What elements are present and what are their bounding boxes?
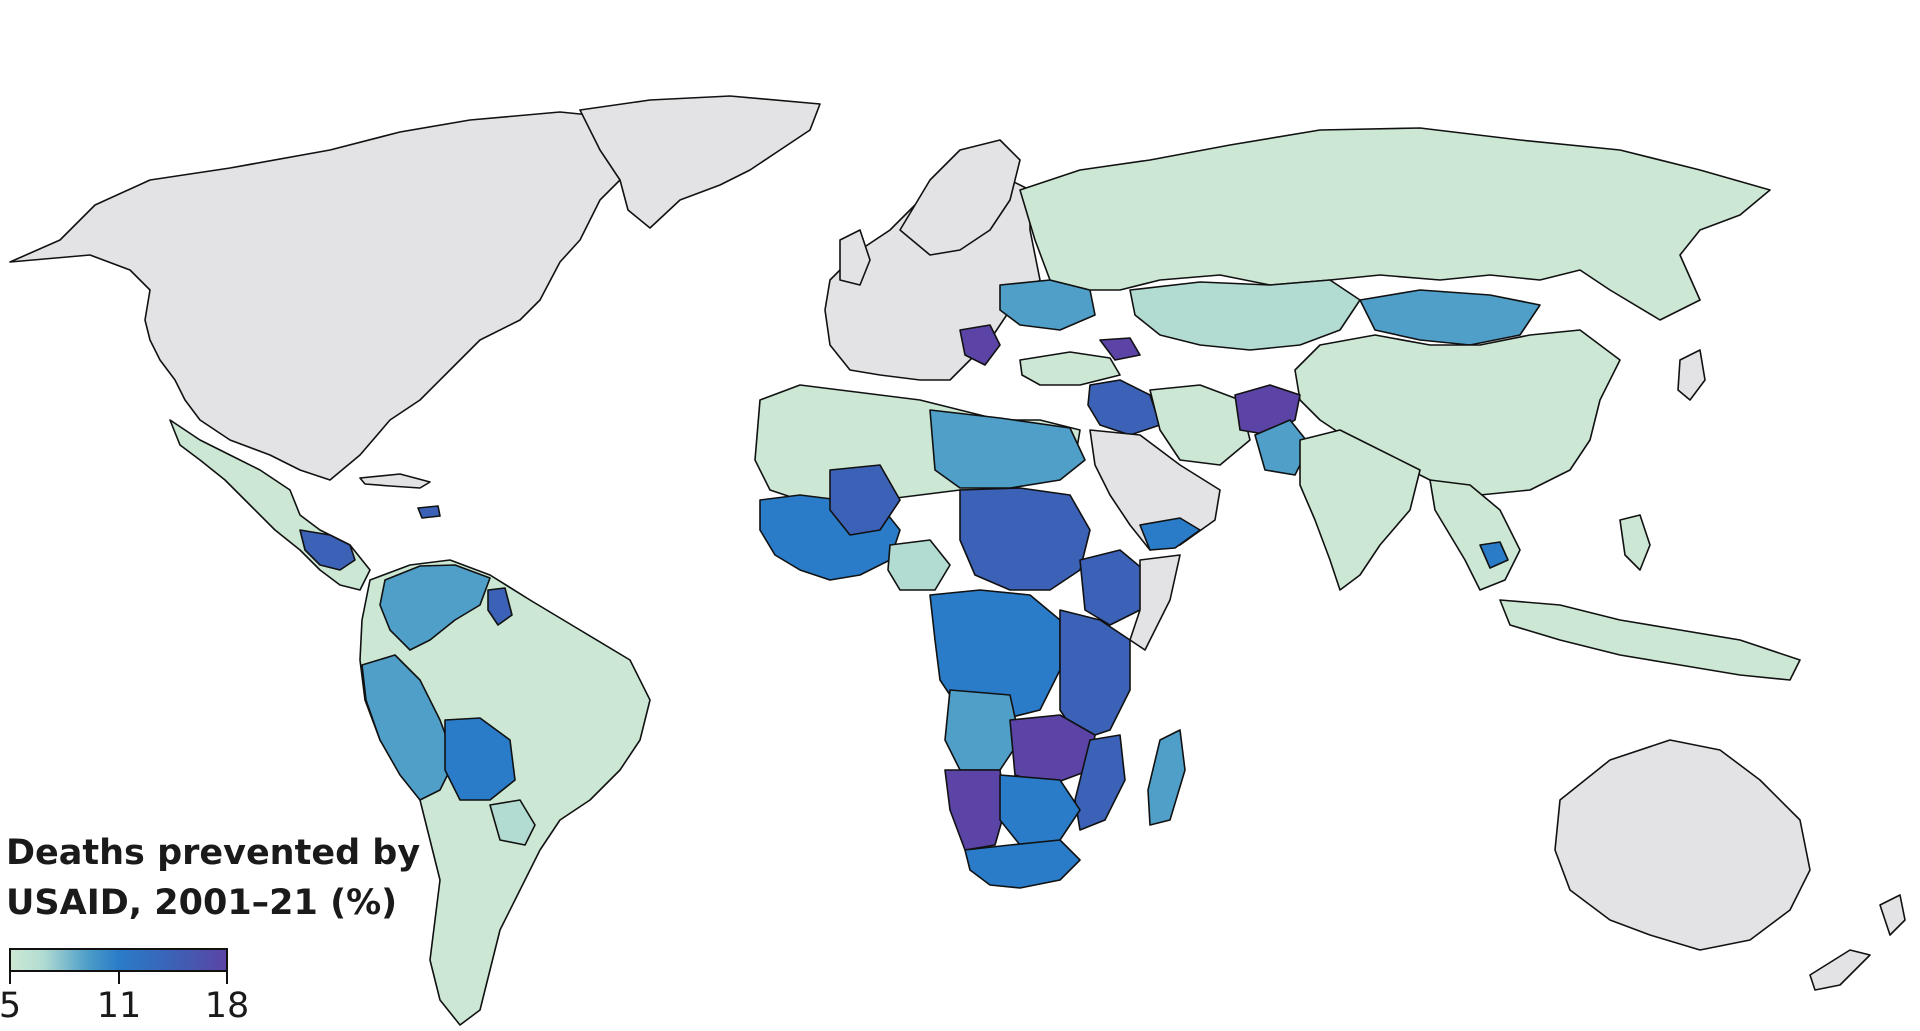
region-australia [1554, 739, 1811, 951]
region-libya-egypt [929, 409, 1086, 489]
region-indonesia [1499, 599, 1801, 681]
region-guyana [487, 587, 513, 626]
region-iran [1149, 384, 1251, 466]
map-legend: Deaths prevented by USAID, 2001–21 (%) 5… [0, 828, 420, 1031]
region-new-zealand-south [1809, 949, 1871, 991]
region-nigeria [887, 539, 951, 591]
region-scandinavia [899, 139, 1021, 256]
region-china [1294, 329, 1621, 496]
region-bolivia [444, 717, 516, 801]
legend-label-min: 5 [0, 986, 22, 1026]
region-turkey [1019, 351, 1121, 386]
region-mali [829, 464, 901, 536]
legend-tick-max [226, 970, 228, 984]
region-india [1299, 429, 1421, 591]
legend-color-scale [9, 948, 228, 972]
legend-label-max: 18 [204, 986, 250, 1026]
region-kazakhstan [1129, 279, 1361, 351]
region-north-america [9, 111, 641, 481]
region-japan [1677, 349, 1706, 401]
region-cuba [359, 473, 431, 489]
region-paraguay [489, 799, 536, 846]
legend-tick-mid [118, 970, 120, 984]
region-madagascar [1147, 729, 1186, 826]
region-caucasus [1099, 337, 1141, 361]
region-iraq-syria [1087, 379, 1161, 436]
region-south-africa [964, 839, 1081, 889]
region-philippines [1619, 514, 1651, 571]
region-balkans [959, 324, 1001, 366]
region-namibia [944, 769, 1006, 851]
region-botswana-zimbabwe [999, 774, 1081, 846]
region-greenland [579, 95, 821, 229]
region-peru [361, 654, 456, 801]
region-uk [839, 229, 871, 286]
region-yemen [1139, 517, 1201, 551]
region-central-africa [929, 589, 1061, 721]
region-angola [944, 689, 1021, 771]
legend-title: Deaths prevented by USAID, 2001–21 (%) [6, 828, 420, 928]
region-mongolia [1359, 289, 1541, 346]
legend-title-line-2: USAID, 2001–21 (%) [6, 883, 398, 923]
region-colombia-venezuela [379, 564, 491, 651]
region-russia [1019, 127, 1771, 321]
region-somalia [1129, 554, 1181, 651]
legend-title-line-1: Deaths prevented by [6, 833, 421, 873]
legend-tick-min [9, 970, 11, 984]
region-guatemala-honduras [299, 529, 356, 571]
region-east-africa [1059, 609, 1131, 741]
region-new-zealand [1879, 894, 1906, 936]
region-sudan-chad [959, 487, 1091, 591]
legend-label-mid: 11 [96, 986, 142, 1026]
region-haiti [417, 505, 441, 519]
region-cambodia [1479, 541, 1509, 569]
region-southeast-asia [1429, 479, 1521, 591]
region-mozambique [1074, 734, 1126, 831]
